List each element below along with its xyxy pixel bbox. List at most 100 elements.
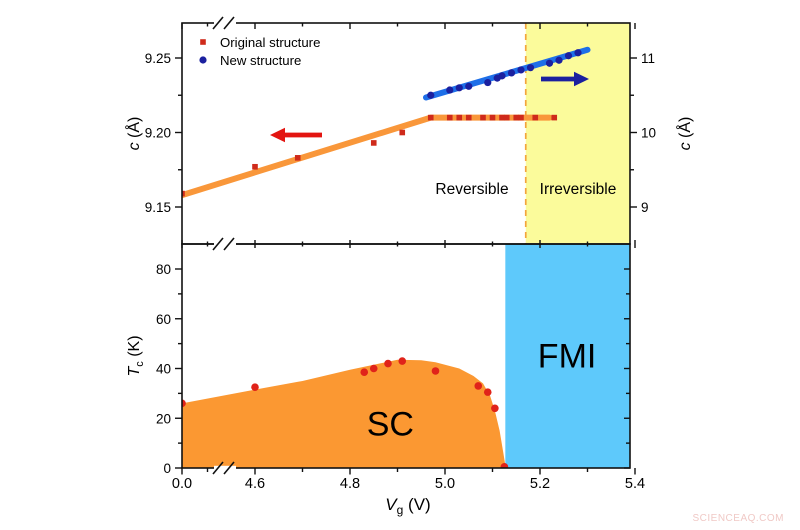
axis-break-gap	[214, 465, 236, 471]
axis-break-slash	[212, 237, 224, 251]
axis-break-slash	[212, 461, 224, 475]
fmi-region	[505, 244, 630, 468]
data-point-square	[489, 114, 496, 121]
cleft-tick-label: 9.20	[145, 125, 171, 140]
red-left-arrow	[270, 127, 322, 143]
tc-tick-label: 20	[156, 411, 171, 426]
reversible-annotation: Reversible	[435, 181, 508, 198]
data-point-square	[294, 155, 301, 161]
data-point-circle	[500, 462, 509, 468]
x-tick-label: 5.4	[625, 476, 645, 492]
data-point-circle	[398, 357, 407, 365]
tc-tick-label: 0	[163, 461, 171, 476]
data-point-circle	[517, 66, 525, 74]
tc-axis-title: (K)	[126, 335, 143, 361]
cright-tick-label: 11	[641, 51, 655, 66]
c-left-axis-title: c (Å)	[124, 117, 143, 151]
sc-label: SC	[367, 406, 414, 444]
tc-axis-title: T	[126, 366, 143, 377]
axis-break-gap	[214, 241, 236, 247]
watermark: SCIENCEAQ.COM	[692, 513, 784, 524]
tc-tick-label: 80	[156, 262, 171, 277]
axis-break-slash	[223, 237, 235, 251]
cright-tick-label: 10	[641, 125, 656, 140]
x-tick-label: 4.6	[245, 476, 265, 492]
data-point-circle	[507, 69, 516, 77]
data-point-circle	[574, 49, 582, 57]
data-point-square	[503, 114, 510, 121]
tc-data-points	[182, 357, 509, 468]
axis-break-slash	[223, 16, 235, 30]
data-point-square	[499, 114, 505, 121]
data-point-circle	[384, 359, 392, 368]
x-tick-label: 5.2	[530, 476, 550, 492]
data-point-circle	[483, 388, 492, 396]
data-point-square	[551, 114, 558, 121]
irreversible-annotation: Irreversible	[540, 181, 617, 198]
data-point-square	[370, 140, 377, 146]
data-point-circle	[455, 84, 463, 92]
data-point-circle	[369, 364, 378, 373]
c-left-axis-title: c	[126, 142, 143, 150]
legend-label-original: Original structure	[220, 35, 320, 50]
data-point-circle	[360, 368, 369, 377]
legend-label-original: Original structure	[220, 35, 320, 50]
data-point-square	[446, 114, 453, 121]
data-point-circle	[251, 383, 259, 391]
top-panel: Original structure New structure Reversibl…	[182, 23, 630, 244]
x-tick-label: 4.6	[245, 476, 265, 492]
cright-tick-label: 11	[641, 51, 655, 66]
x-tick-label: 0.0	[172, 476, 192, 492]
original-structure-points	[182, 114, 558, 197]
vg-axis-title: g	[397, 503, 404, 517]
x-tick-label: 4.8	[340, 476, 360, 492]
tc-tick-label: 80	[156, 262, 171, 277]
data-point-square	[456, 114, 463, 121]
data-point-square	[252, 163, 258, 170]
sc-dome-region	[182, 359, 506, 468]
irreversible-annotation: Irreversible	[540, 181, 617, 198]
fmi-label: FMI	[538, 337, 597, 375]
data-point-circle	[545, 59, 554, 67]
tc-axis-title: c	[134, 361, 146, 367]
legend: Original structure New structure	[199, 35, 320, 68]
data-point-square	[532, 114, 539, 121]
tc-tick-label: 20	[156, 411, 171, 426]
tc-tick-label: 40	[156, 361, 171, 376]
c-right-axis-title: c (Å)	[675, 117, 694, 151]
legend-marker-new	[199, 56, 207, 64]
legend-label-new: New structure	[220, 53, 301, 68]
x-tick-label: 5.0	[435, 476, 455, 492]
cleft-tick-label: 9.25	[145, 51, 171, 66]
data-point-circle	[555, 56, 563, 64]
vg-axis-title: V	[385, 495, 398, 514]
cright-tick-label: 10	[641, 125, 656, 140]
cleft-tick-label: 9.15	[145, 200, 171, 215]
data-point-circle	[564, 52, 573, 60]
legend-label-new: New structure	[220, 53, 301, 68]
new-structure-points	[427, 49, 582, 99]
data-point-circle	[446, 86, 454, 94]
cleft-tick-label: 9.20	[145, 125, 171, 140]
data-point-circle	[465, 82, 473, 90]
cright-tick-label: 9	[641, 200, 649, 215]
data-point-square	[427, 114, 434, 121]
data-point-circle	[484, 78, 492, 87]
bottom-panel: SC FMI	[182, 244, 630, 468]
x-tick-label: 5.0	[435, 476, 455, 492]
x-tick-label: 4.8	[340, 476, 360, 492]
tc-tick-label: 60	[156, 311, 171, 326]
sc-label: SC	[367, 406, 414, 444]
axis-break-slash	[223, 461, 235, 475]
legend-marker-original	[200, 39, 206, 45]
reversible-annotation: Reversible	[435, 181, 508, 198]
fmi-label: FMI	[538, 337, 597, 375]
vg-axis-title: Vg (V)	[385, 495, 430, 517]
tc-axis-title: Tc (K)	[126, 335, 146, 376]
blue-right-arrow	[541, 71, 589, 87]
data-point-circle	[427, 91, 435, 99]
data-point-square	[182, 190, 185, 197]
cleft-tick-label: 9.25	[145, 51, 171, 66]
tc-tick-label: 0	[163, 461, 171, 476]
